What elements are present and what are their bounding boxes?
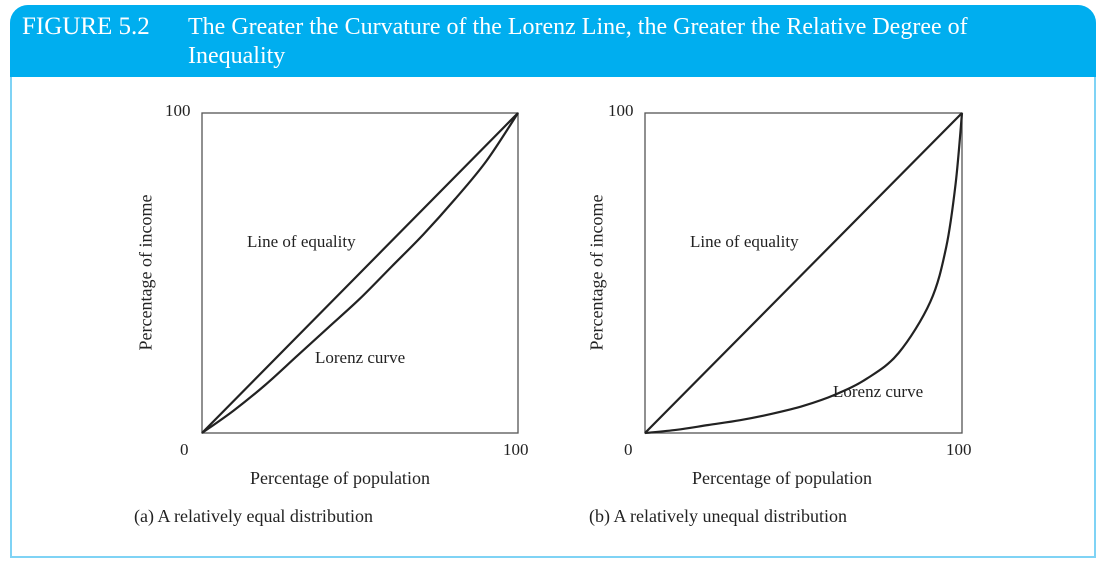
line-of-equality-line bbox=[201, 112, 519, 434]
line-of-equality-line bbox=[644, 112, 963, 434]
panel-a bbox=[201, 112, 519, 434]
figure-number: FIGURE 5.2 bbox=[22, 13, 150, 40]
a-xlabel: Percentage of population bbox=[250, 468, 430, 488]
b-label-lorenz: Lorenz curve bbox=[833, 382, 924, 401]
b-caption: (b) A relatively unequal distribution bbox=[589, 506, 847, 526]
a-label-equality: Line of equality bbox=[247, 232, 356, 251]
figure-title: The Greater the Curvature of the Lorenz … bbox=[188, 14, 968, 69]
a-caption: (a) A relatively equal distribution bbox=[134, 506, 373, 526]
a-xtick-100: 100 bbox=[503, 440, 529, 459]
plot-frame bbox=[201, 112, 519, 434]
a-xtick-0: 0 bbox=[180, 440, 189, 459]
b-xtick-100: 100 bbox=[946, 440, 972, 459]
b-xtick-0: 0 bbox=[624, 440, 633, 459]
plot-frame bbox=[644, 112, 963, 434]
a-label-lorenz: Lorenz curve bbox=[315, 348, 406, 367]
figure-header: FIGURE 5.2 The Greater the Curvature of … bbox=[10, 5, 1096, 77]
lorenz-curve-line bbox=[644, 112, 964, 435]
b-ytick-100: 100 bbox=[608, 101, 634, 120]
b-label-equality: Line of equality bbox=[690, 232, 799, 251]
a-ytick-100: 100 bbox=[165, 101, 191, 120]
lorenz-curve-line bbox=[201, 112, 519, 434]
b-xlabel: Percentage of population bbox=[692, 468, 872, 488]
panel-b bbox=[644, 112, 964, 435]
